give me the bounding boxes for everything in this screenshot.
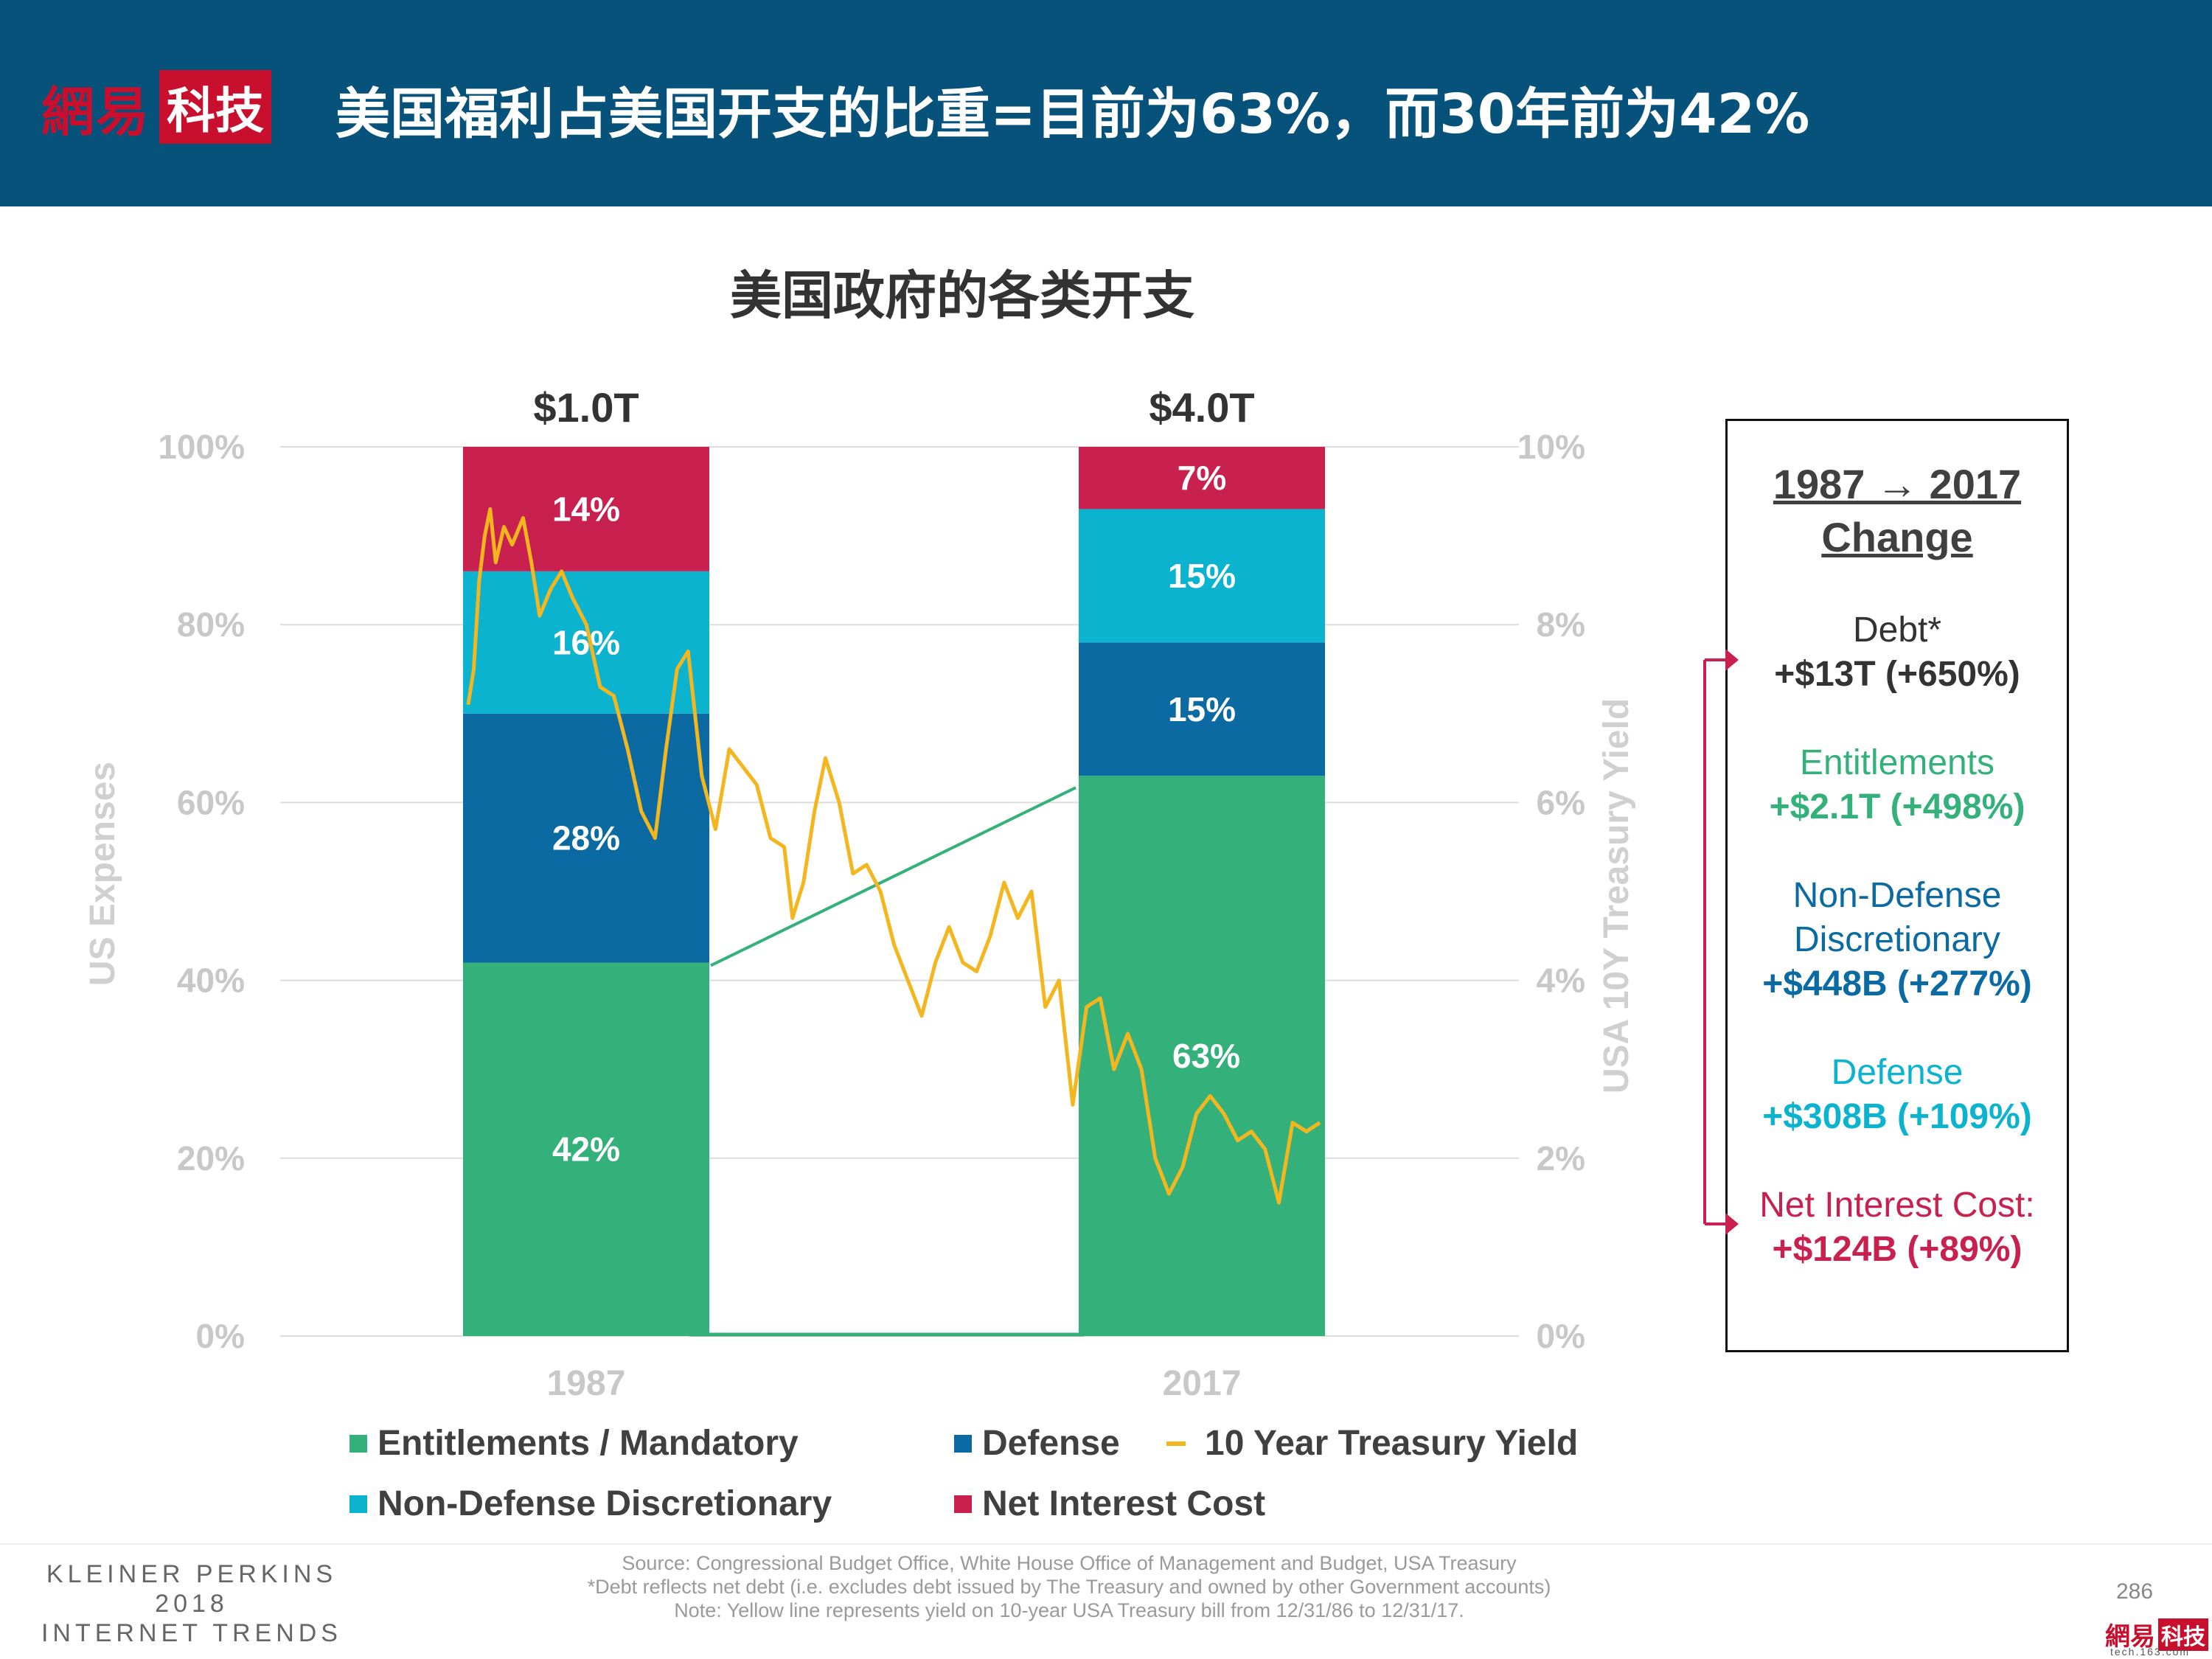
bar-value-label: 15% xyxy=(1168,690,1236,728)
y-tick-label: 40% xyxy=(177,961,245,1000)
legend-label: 10 Year Treasury Yield xyxy=(1205,1424,1579,1463)
source-line-1: Source: Congressional Budget Office, Whi… xyxy=(622,1552,1517,1574)
brand-line-1: KLEINER PERKINS xyxy=(46,1560,338,1588)
logo-wangyi-text: 網易 xyxy=(41,80,151,143)
slide-headline: 美国福利占美国开支的比重=目前为63%，而30年前为42% xyxy=(335,83,1810,146)
legend-swatch xyxy=(349,1495,367,1513)
y-tick-label: 60% xyxy=(177,783,245,821)
y-tick-label: 100% xyxy=(158,428,245,466)
legend-swatch xyxy=(954,1495,972,1513)
y2-axis-title: USA 10Y Treasury Yield xyxy=(1597,698,1636,1093)
change-label: Entitlements xyxy=(1799,743,1995,782)
source-line-3: Note: Yellow line represents yield on 10… xyxy=(674,1599,1464,1621)
change-label-line2: Discretionary xyxy=(1793,920,2001,959)
legend-item-defense: Defense xyxy=(954,1423,1120,1464)
page-number: 286 xyxy=(2116,1579,2154,1604)
change-value: +$308B (+109%) xyxy=(1762,1097,2032,1136)
source-line-2: *Debt reflects net debt (i.e. excludes d… xyxy=(587,1576,1551,1598)
y2-tick-label: 4% xyxy=(1537,961,1585,1000)
x-tick-label: 1987 xyxy=(547,1364,626,1403)
chart-title: 美国政府的各类开支 xyxy=(730,265,1194,326)
change-value: +$124B (+89%) xyxy=(1772,1230,2023,1269)
logo-keji-text: 科技 xyxy=(159,70,272,144)
legend-item-treasury-yield: 10 Year Treasury Yield xyxy=(1164,1423,1578,1464)
bar-value-label: 28% xyxy=(552,819,620,858)
change-item-non-defense: Non-Defense Discretionary +$448B (+277%) xyxy=(1728,874,2067,1006)
y2-tick-label: 2% xyxy=(1537,1139,1585,1178)
stacked-bar-chart: 0% 20% 40% 60% 80% 100% 0% 2% 4% 6% 8% 10% US Expens… xyxy=(83,384,1636,1403)
legend-item-non-defense: Non-Defense Discretionary xyxy=(349,1484,832,1524)
header-banner: 網易 科技 美国福利占美国开支的比重=目前为63%，而30年前为42% xyxy=(0,0,2212,206)
change-label: Debt* xyxy=(1852,611,1942,650)
change-label: Non-Defense xyxy=(1792,876,2002,915)
bar-segment xyxy=(463,447,709,571)
x-tick-label: 2017 xyxy=(1163,1364,1242,1403)
bar-total-label: $4.0T xyxy=(1149,384,1254,431)
bar-value-label: 42% xyxy=(552,1130,620,1169)
bar-segment xyxy=(1079,642,1325,776)
change-box-title: 1987 → 2017 Change xyxy=(1728,458,2067,564)
change-item-net-interest: Net Interest Cost: +$124B (+89%) xyxy=(1728,1183,2067,1272)
bar-segment xyxy=(463,571,709,714)
y-axis-title: US Expenses xyxy=(83,762,122,986)
change-title-years: 1987 → 2017 xyxy=(1773,461,2022,507)
change-summary-box: 1987 → 2017 Change Debt* +$13T (+650%) E… xyxy=(1725,419,2069,1352)
bracket-arrow xyxy=(1703,649,1739,1235)
bar-value-label: 63% xyxy=(1172,1037,1240,1075)
bar-value-label: 14% xyxy=(552,490,620,528)
legend-label: Entitlements / Mandatory xyxy=(378,1424,799,1463)
change-value: +$13T (+650%) xyxy=(1774,655,2020,694)
netease-tech-small-logo: 網易 科技 xyxy=(2105,1616,2208,1652)
change-item-debt: Debt* +$13T (+650%) xyxy=(1728,608,2067,697)
legend-label: Net Interest Cost xyxy=(982,1484,1266,1523)
small-logo-url: tech.163.com xyxy=(2110,1646,2191,1658)
y2-tick-label: 0% xyxy=(1537,1317,1585,1355)
bar-segment xyxy=(463,713,709,963)
legend-label: Defense xyxy=(982,1424,1120,1463)
change-item-entitlements: Entitlements +$2.1T (+498%) xyxy=(1728,741,2067,830)
change-label: Defense xyxy=(1831,1053,1964,1092)
legend-swatch xyxy=(349,1434,367,1453)
change-value: +$2.1T (+498%) xyxy=(1769,787,2025,827)
entitlements-trend-connector xyxy=(710,786,1077,967)
change-item-defense: Defense +$308B (+109%) xyxy=(1728,1051,2067,1139)
bar-value-label: 15% xyxy=(1168,557,1236,595)
y-tick-label: 80% xyxy=(177,605,245,644)
legend-item-net-interest: Net Interest Cost xyxy=(954,1484,1265,1524)
small-logo-keji: 科技 xyxy=(2158,1618,2208,1651)
change-label: Net Interest Cost: xyxy=(1759,1186,2035,1225)
change-value: +$448B (+277%) xyxy=(1762,964,2032,1004)
y2-tick-label: 6% xyxy=(1537,783,1585,821)
bar-total-label: $1.0T xyxy=(533,384,639,431)
legend-swatch xyxy=(954,1434,972,1453)
netease-tech-logo: 網易 科技 xyxy=(41,70,272,144)
bar-segment xyxy=(1079,447,1325,509)
kleiner-perkins-brand: KLEINER PERKINS 2018 INTERNET TRENDS xyxy=(29,1559,354,1648)
y2-tick-label: 8% xyxy=(1537,605,1585,644)
y-tick-label: 20% xyxy=(177,1139,245,1178)
y-tick-label: 0% xyxy=(196,1317,245,1355)
bar-value-label: 7% xyxy=(1178,459,1226,497)
small-logo-wangyi: 網易 xyxy=(2105,1622,2155,1652)
change-title-word: Change xyxy=(1821,514,1973,560)
legend-line-swatch xyxy=(1166,1441,1186,1446)
chart-legend: Entitlements / Mandatory Defense 10 Year… xyxy=(347,1416,1615,1548)
footer-divider xyxy=(0,1543,2212,1545)
bar-segment xyxy=(463,962,709,1336)
legend-item-entitlements: Entitlements / Mandatory xyxy=(349,1423,799,1464)
bar-segment xyxy=(1079,509,1325,643)
y2-tick-label: 10% xyxy=(1517,428,1585,466)
brand-line-2: 2018 xyxy=(155,1590,229,1618)
brand-line-3: INTERNET TRENDS xyxy=(41,1619,342,1647)
legend-label: Non-Defense Discretionary xyxy=(378,1484,832,1523)
treasury-yield-line xyxy=(466,507,1321,1205)
source-notes: Source: Congressional Budget Office, Whi… xyxy=(516,1551,1622,1622)
